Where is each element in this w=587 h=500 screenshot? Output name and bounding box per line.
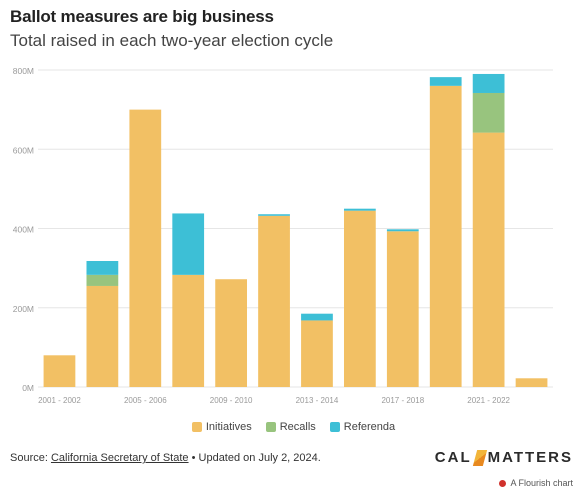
y-tick-label: 600M bbox=[13, 145, 34, 155]
bar-initiatives[interactable] bbox=[215, 279, 248, 387]
bars bbox=[43, 73, 548, 387]
legend-swatch-recalls bbox=[265, 422, 276, 432]
bar-initiatives[interactable] bbox=[343, 210, 376, 387]
bar-referenda[interactable] bbox=[86, 260, 119, 275]
x-tick-label: 2001 - 2002 bbox=[38, 396, 81, 405]
bar-recalls[interactable] bbox=[86, 274, 119, 286]
logo-text-right: MATTERS bbox=[487, 449, 573, 466]
y-tick-label: 400M bbox=[13, 225, 34, 235]
chart-subtitle: Total raised in each two-year election c… bbox=[10, 31, 334, 50]
legend-item-referenda[interactable]: Referenda bbox=[329, 421, 396, 433]
bar-initiatives[interactable] bbox=[301, 320, 333, 387]
bar-initiatives[interactable] bbox=[386, 231, 419, 387]
source-note: Source: California Secretary of State • … bbox=[10, 452, 321, 464]
bar-initiatives[interactable] bbox=[258, 215, 290, 387]
source-prefix: Source: bbox=[10, 452, 51, 464]
bar-initiatives[interactable] bbox=[86, 285, 119, 387]
logo-text-left: CAL bbox=[434, 449, 472, 466]
bar-initiatives[interactable] bbox=[172, 274, 205, 387]
x-tick-label: 2021 - 2022 bbox=[467, 396, 510, 405]
bar-referenda[interactable] bbox=[429, 77, 462, 86]
logo-mark-icon bbox=[472, 449, 487, 466]
x-tick-label: 2013 - 2014 bbox=[296, 396, 339, 405]
bar-initiatives[interactable] bbox=[515, 378, 548, 387]
source-link[interactable]: California Secretary of State bbox=[50, 452, 189, 464]
bar-initiatives[interactable] bbox=[472, 132, 505, 387]
y-tick-label: 0M bbox=[22, 383, 34, 393]
bar-initiatives[interactable] bbox=[43, 355, 76, 387]
legend-label-recalls: Recalls bbox=[279, 421, 316, 433]
gridlines bbox=[38, 69, 553, 388]
legend: Initiatives Recalls Referenda bbox=[0, 421, 587, 433]
bar-referenda[interactable] bbox=[172, 213, 205, 275]
chart-title: Ballot measures are big business bbox=[10, 7, 274, 26]
bar-referenda[interactable] bbox=[343, 208, 376, 211]
flourish-icon bbox=[499, 479, 507, 487]
legend-swatch-initiatives bbox=[191, 422, 202, 432]
flourish-credit-label: A Flourish chart bbox=[510, 478, 573, 488]
bar-referenda[interactable] bbox=[258, 214, 290, 216]
legend-swatch-referenda bbox=[329, 422, 340, 432]
bar-initiatives[interactable] bbox=[129, 109, 162, 387]
x-tick-label: 2005 - 2006 bbox=[124, 396, 167, 405]
legend-item-initiatives[interactable]: Initiatives bbox=[191, 421, 252, 433]
calmatters-logo[interactable]: CAL MATTERS bbox=[435, 449, 573, 466]
stacked-bar-chart: 0M 200M 400M 600M 800M 2001 - 2002 2005 - 2006… bbox=[13, 66, 553, 405]
legend-label-referenda: Referenda bbox=[343, 421, 396, 433]
legend-item-recalls[interactable]: Recalls bbox=[265, 421, 316, 433]
bar-referenda[interactable] bbox=[386, 229, 419, 232]
x-tick-label: 2017 - 2018 bbox=[381, 396, 424, 405]
bar-recalls[interactable] bbox=[472, 92, 505, 133]
y-tick-label: 800M bbox=[13, 66, 34, 76]
bar-initiatives[interactable] bbox=[429, 85, 462, 387]
axes: 0M 200M 400M 600M 800M 2001 - 2002 2005 - 2006… bbox=[13, 66, 511, 405]
legend-label-initiatives: Initiatives bbox=[205, 421, 252, 433]
bar-referenda[interactable] bbox=[301, 313, 333, 321]
flourish-credit[interactable]: A Flourish chart bbox=[499, 478, 573, 488]
source-suffix: • Updated on July 2, 2024. bbox=[188, 452, 321, 464]
y-tick-label: 200M bbox=[13, 304, 34, 314]
bar-referenda[interactable] bbox=[472, 73, 505, 93]
x-tick-label: 2009 - 2010 bbox=[210, 396, 253, 405]
